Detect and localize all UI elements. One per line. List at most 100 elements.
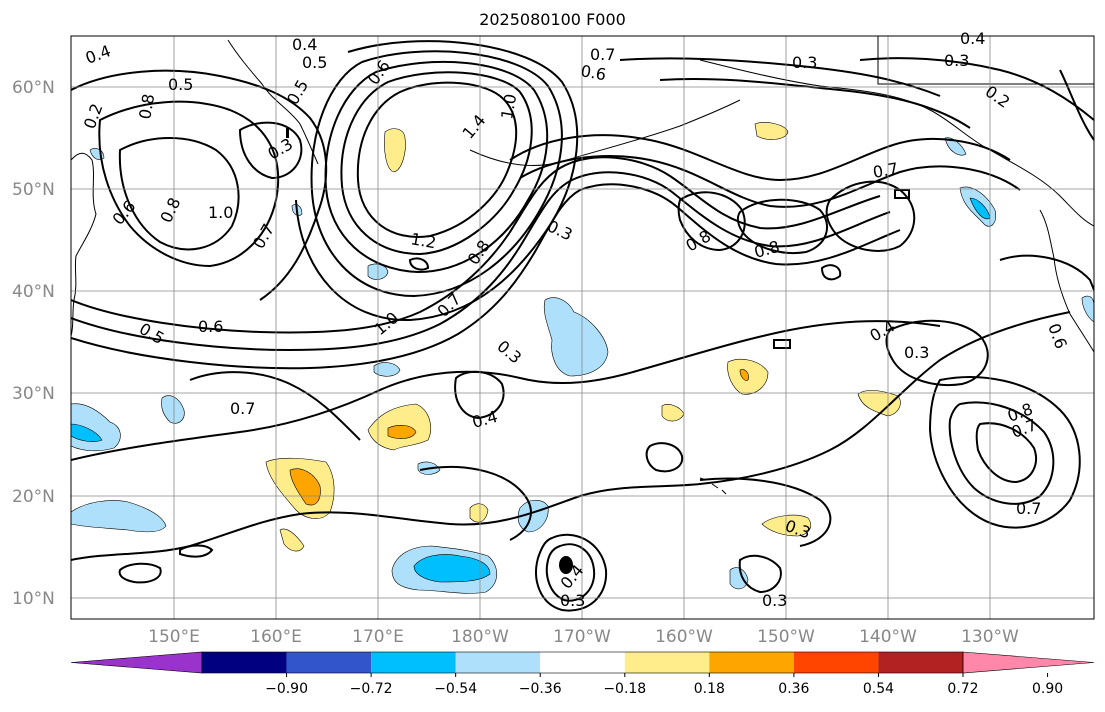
- lon-label: 130°W: [961, 627, 1019, 647]
- colorbar-tick-label: −0.36: [519, 681, 562, 697]
- colorbar-segment: [202, 652, 287, 673]
- colorbar-segment: [286, 652, 372, 673]
- lon-label: 170°E: [352, 627, 404, 647]
- colorbar-segment: [878, 652, 963, 673]
- map-frame: [70, 35, 1095, 620]
- colorbar-segment: [624, 652, 710, 673]
- contour-line: [519, 155, 1021, 208]
- contour-line: [98, 100, 280, 268]
- contour-line: [738, 554, 782, 594]
- contour-line: [71, 156, 881, 334]
- high-center-marker: [559, 556, 573, 574]
- markers: [286, 128, 910, 574]
- colorbar-segment: [709, 652, 794, 673]
- coastlines: [71, 36, 1094, 495]
- colorbar-tick-label: −0.54: [434, 681, 477, 697]
- lon-labels: 150°E 160°E 170°E 180°W 170°W 160°W 150°…: [148, 627, 1019, 647]
- lon-label: 160°E: [250, 627, 302, 647]
- shaded-anomalies: [71, 122, 1094, 594]
- state-border: [877, 36, 1094, 85]
- contour-line: [825, 180, 916, 252]
- contour-line: [419, 465, 532, 541]
- contour-line: [677, 191, 746, 252]
- colorbar-extend-high: [962, 651, 1095, 674]
- contour-line: [509, 134, 1011, 182]
- coastline-kamchatka: [227, 39, 319, 165]
- small-marker: [286, 128, 289, 138]
- contour-line: [885, 319, 989, 386]
- lon-label: 170°W: [553, 627, 611, 647]
- contour-line: [179, 544, 214, 558]
- contour-line: [619, 57, 941, 97]
- anomaly-patch: [384, 128, 406, 173]
- coastline-aleutians: [469, 99, 741, 167]
- contour-label: 0.3: [792, 53, 817, 72]
- coastline-hawaii: [699, 477, 727, 495]
- colorbar-segment: [793, 652, 879, 673]
- lat-label: 40°N: [12, 282, 55, 302]
- colorbar-segment: [455, 652, 541, 673]
- contour-line: [340, 71, 533, 256]
- contour-line: [118, 562, 162, 584]
- contour-label: 0.7: [1016, 499, 1041, 518]
- anomaly-patch: [729, 567, 749, 590]
- contour-line: [189, 371, 361, 441]
- colorbar-tick-label: 0.18: [694, 681, 725, 697]
- contour-line: [859, 57, 1094, 121]
- contour-line: [545, 543, 596, 602]
- contour-line: [928, 376, 1081, 529]
- contour-label: 0.8: [135, 92, 158, 120]
- contour-label: 0.3: [560, 591, 585, 610]
- contour-label: 0.3: [762, 591, 787, 610]
- contour-line: [645, 442, 684, 473]
- lon-label: 140°W: [859, 627, 917, 647]
- contour-line: [310, 50, 563, 298]
- contour-line: [71, 69, 328, 301]
- coastline-nw-america: [1039, 209, 1094, 353]
- anomaly-patch: [71, 500, 167, 533]
- colorbar-tick-label: 0.36: [778, 681, 809, 697]
- contour-label: 0.3: [904, 343, 929, 362]
- contour-line: [736, 198, 828, 254]
- contour-line: [118, 137, 240, 251]
- contour-label: 0.4: [292, 35, 317, 54]
- contour-line: [71, 320, 941, 461]
- contour-label: 0.7: [230, 399, 255, 418]
- contour-label: 0.5: [168, 75, 193, 94]
- anomaly-patch: [71, 423, 103, 442]
- contour-label: 0.4: [960, 29, 985, 48]
- contour-label: 0.6: [198, 317, 223, 336]
- anomaly-patch: [754, 122, 789, 140]
- colorbar-tick-label: 0.72: [947, 681, 978, 697]
- anomaly-patch: [739, 369, 749, 381]
- colorbar-frame: [201, 651, 964, 674]
- contour-label: 0.7: [871, 159, 899, 182]
- small-marker: [408, 257, 430, 271]
- colorbar-tick-label: 0.54: [863, 681, 894, 697]
- contour-label: 1.0: [497, 92, 520, 120]
- contour-line: [238, 121, 303, 180]
- contour-label: 0.5: [302, 53, 327, 72]
- small-marker: [773, 339, 791, 349]
- colorbar-tick-label: −0.90: [265, 681, 308, 697]
- lon-label: 180°W: [451, 627, 509, 647]
- coastline-asia: [71, 152, 97, 337]
- contour-label: 0.6: [579, 61, 607, 84]
- contour-line: [356, 81, 518, 238]
- small-marker: [820, 264, 842, 281]
- anomaly-patch: [1081, 295, 1094, 323]
- contour-label: 1.0: [208, 203, 233, 222]
- colorbar-segment: [371, 652, 456, 673]
- graticule: [71, 36, 1094, 619]
- lat-label: 50°N: [12, 180, 55, 200]
- anomaly-patch: [944, 137, 967, 156]
- coastline-alaska: [699, 59, 1094, 227]
- contour-line: [71, 183, 901, 370]
- lat-labels: 10°N 20°N 30°N 40°N 50°N 60°N: [12, 78, 55, 609]
- contour-label: 0.3: [944, 51, 969, 70]
- lat-label: 10°N: [12, 589, 55, 609]
- contour-lines: [71, 40, 1094, 612]
- contour-label: 1.2: [409, 229, 437, 252]
- anomaly-patch: [279, 528, 305, 552]
- contour-line: [1059, 69, 1094, 141]
